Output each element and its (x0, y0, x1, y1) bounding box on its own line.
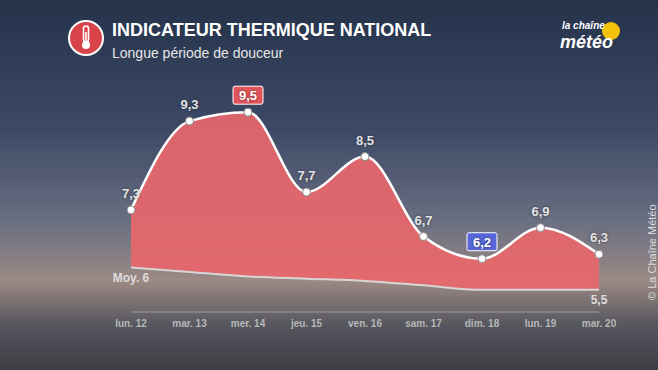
svg-text:mer. 14: mer. 14 (231, 318, 266, 329)
svg-text:mar. 13: mar. 13 (172, 318, 207, 329)
svg-text:8,5: 8,5 (356, 133, 374, 148)
html-text:la chaîne: la chaîne (562, 20, 605, 31)
svg-text:6,7: 6,7 (414, 213, 432, 228)
svg-text:7,3: 7,3 (122, 186, 140, 201)
html-text:INDICATEUR THERMIQUE NATIONAL: INDICATEUR THERMIQUE NATIONAL (112, 20, 432, 40)
svg-text:lun. 19: lun. 19 (525, 318, 557, 329)
svg-text:Moy. 6: Moy. 6 (113, 271, 150, 285)
html-text:© La Chaîne Météo: © La Chaîne Météo (646, 204, 658, 300)
svg-text:sam. 17: sam. 17 (405, 318, 442, 329)
svg-text:6,3: 6,3 (590, 230, 608, 245)
svg-text:5,5: 5,5 (591, 293, 608, 307)
html-text:Longue période de douceur: Longue période de douceur (112, 45, 284, 61)
svg-text:9,3: 9,3 (180, 97, 198, 112)
svg-text:6,2: 6,2 (473, 235, 491, 250)
svg-text:7,7: 7,7 (297, 168, 315, 183)
svg-text:dim. 18: dim. 18 (465, 318, 500, 329)
svg-text:lun. 12: lun. 12 (115, 318, 147, 329)
html-text:météo: météo (560, 32, 613, 52)
svg-text:6,9: 6,9 (531, 204, 549, 219)
svg-text:mar. 20: mar. 20 (582, 318, 617, 329)
svg-text:9,5: 9,5 (239, 88, 257, 103)
svg-text:jeu. 15: jeu. 15 (290, 318, 323, 329)
svg-text:ven. 16: ven. 16 (348, 318, 382, 329)
